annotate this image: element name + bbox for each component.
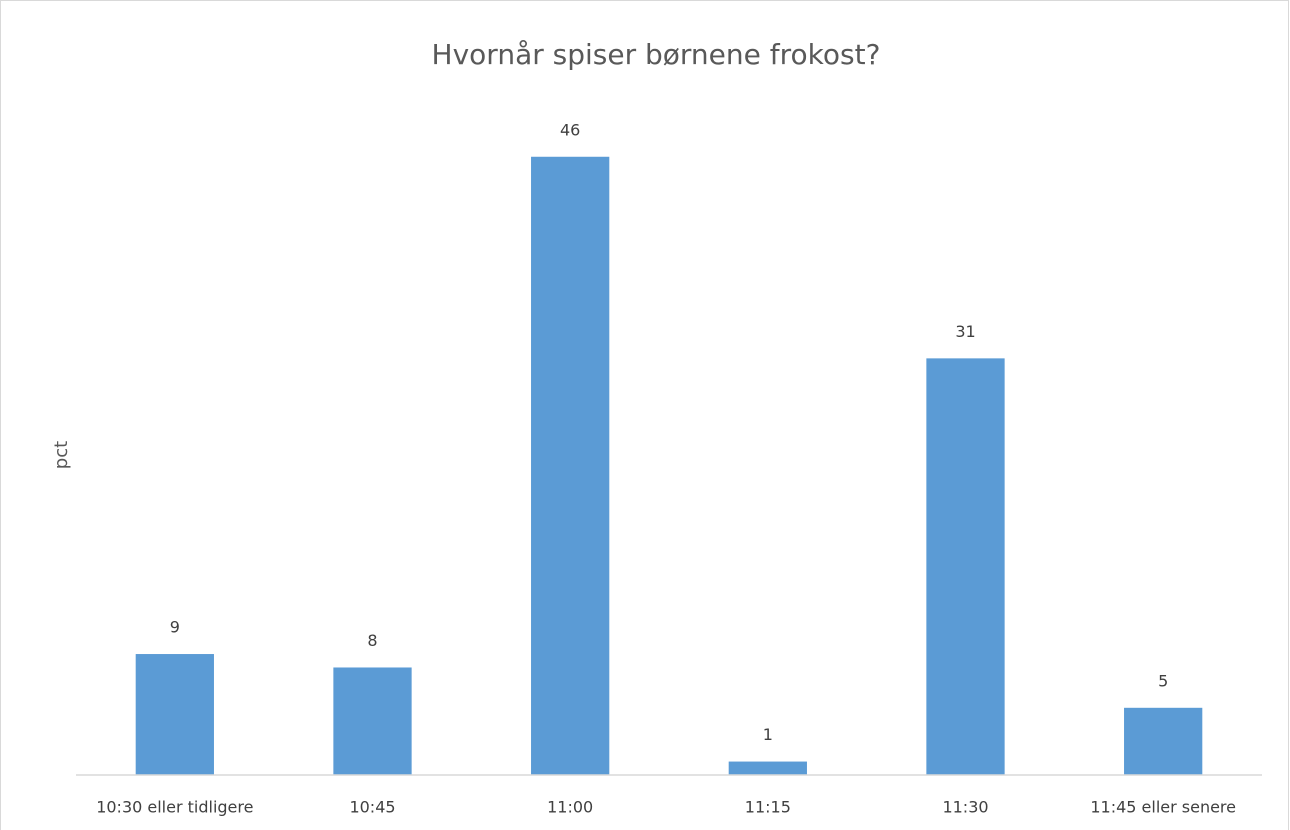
data-label: 46: [560, 120, 580, 139]
bar: [333, 667, 412, 775]
chart-title: Hvornår spiser børnene frokost?: [432, 38, 881, 71]
data-label: 8: [367, 631, 377, 650]
x-tick-label: 11:15: [745, 798, 791, 817]
bar: [926, 358, 1005, 775]
x-tick-label: 10:45: [349, 798, 395, 817]
bar: [728, 761, 807, 775]
x-tick-label: 10:30 eller tidligere: [96, 798, 253, 817]
data-label: 5: [1158, 671, 1168, 690]
x-tick-label: 11:30: [942, 798, 988, 817]
bar: [135, 654, 214, 775]
data-label: 31: [955, 322, 975, 341]
bar: [531, 156, 610, 775]
y-axis-label: pct: [51, 441, 72, 469]
x-tick-label: 11:45 eller senere: [1090, 798, 1236, 817]
x-tick-label: 11:00: [547, 798, 593, 817]
bar: [1124, 707, 1203, 775]
data-label: 9: [170, 618, 180, 637]
data-label: 1: [763, 725, 773, 744]
